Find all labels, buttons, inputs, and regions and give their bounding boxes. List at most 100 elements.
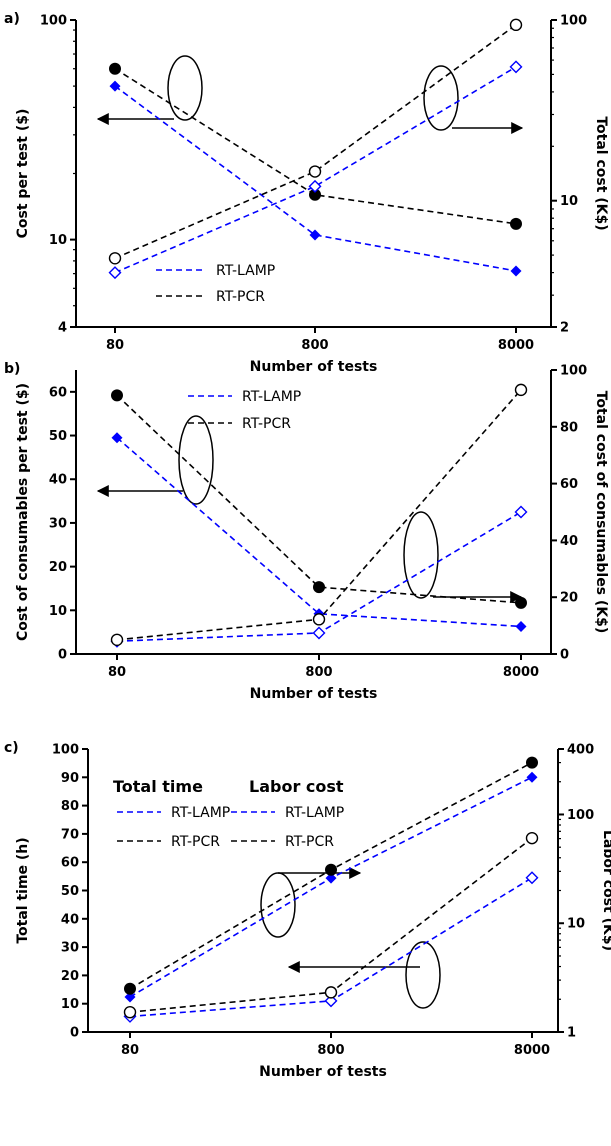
x-tick-label: 80 <box>108 665 126 680</box>
data-point <box>324 994 338 1008</box>
data-point <box>312 626 326 640</box>
x-axis-title: Number of tests <box>259 1064 387 1080</box>
data-point <box>308 179 322 193</box>
y-right-tick-label: 80 <box>560 420 578 435</box>
data-point <box>325 863 337 876</box>
panel-label: c) <box>4 740 19 756</box>
legend-group-title: Total time <box>113 777 203 796</box>
data-point <box>510 265 522 277</box>
data-point <box>109 62 121 75</box>
series-line <box>114 66 517 274</box>
y-left-tick-label: 100 <box>40 14 67 29</box>
x-tick-label: 8000 <box>503 665 539 680</box>
y-left-tick-label: 40 <box>49 473 67 488</box>
y-left-tick-label: 60 <box>61 856 79 871</box>
y-right-tick-label: 0 <box>560 648 569 663</box>
legend-label: RT-LAMP <box>242 389 301 405</box>
y-right-axis-title: Total cost (K$) <box>593 116 609 230</box>
series-line <box>116 437 522 628</box>
y-left-tick-label: 10 <box>49 233 67 248</box>
data-point <box>109 80 121 92</box>
data-point <box>509 60 523 74</box>
y-left-tick-label: 70 <box>61 827 79 842</box>
data-point <box>111 432 123 444</box>
series-line <box>116 394 522 604</box>
annotation-ellipse <box>178 415 214 505</box>
y-right-tick-label: 60 <box>560 477 578 492</box>
data-point <box>526 771 538 783</box>
legend: RT-LAMP RT-PCR <box>156 263 275 305</box>
legend-label: RT-PCR <box>285 834 334 850</box>
chart-panel: b) 0 10 20 30 40 50 60 0 20 40 60 80 100 80 800 8000 Numb… <box>4 361 609 702</box>
data-point <box>525 831 539 845</box>
y-right-tick-label: 10 <box>560 194 578 209</box>
y-left-tick-label: 80 <box>61 799 79 814</box>
y-left-tick-label: 20 <box>49 560 67 575</box>
legend-label: RT-LAMP <box>171 805 230 821</box>
y-left-axis-title: Cost of consumables per test ($) <box>15 383 31 641</box>
data-point <box>308 165 322 178</box>
y-right-tick-label: 400 <box>567 743 594 758</box>
x-tick-label: 80 <box>106 338 124 353</box>
annotation-ellipse <box>405 941 441 1009</box>
series-line <box>116 389 522 641</box>
data-point <box>124 991 136 1003</box>
y-right-tick-label: 100 <box>560 364 587 379</box>
data-point <box>515 620 527 632</box>
y-left-tick-label: 90 <box>61 771 79 786</box>
panel-label: a) <box>4 11 20 27</box>
data-point <box>312 613 326 626</box>
legend-group-title: Labor cost <box>249 777 344 796</box>
y-left-tick-label: 0 <box>70 1026 79 1041</box>
y-left-tick-label: 50 <box>49 429 67 444</box>
y-right-tick-label: 100 <box>560 14 587 29</box>
y-right-tick-label: 20 <box>560 591 578 606</box>
y-right-tick-label: 100 <box>567 808 594 823</box>
data-point <box>525 871 539 885</box>
annotation-ellipse <box>403 511 439 599</box>
y-left-tick-label: 60 <box>49 385 67 400</box>
annotation-ellipse <box>423 65 459 131</box>
y-left-tick-label: 4 <box>58 321 67 336</box>
data-point <box>110 633 124 646</box>
data-point <box>526 756 538 769</box>
y-left-tick-label: 50 <box>61 884 79 899</box>
legend-label: RT-LAMP <box>285 805 344 821</box>
chart-panel: a) 4 10 100 2 10 100 80 800 8000 Number of tests Co… <box>4 11 609 375</box>
series-line <box>114 85 517 272</box>
legend-label: RT-LAMP <box>216 263 275 279</box>
x-tick-label: 800 <box>317 1043 344 1058</box>
y-left-axis-title: Cost per test ($) <box>15 109 31 239</box>
data-point <box>123 1005 137 1019</box>
x-axis-title: Number of tests <box>250 686 378 702</box>
series-line <box>114 68 517 225</box>
data-point <box>514 383 528 397</box>
data-point <box>509 18 523 32</box>
data-point <box>111 389 123 402</box>
legend: Total time RT-LAMP RT-PCR Labor cost RT-LAMP… <box>113 777 344 850</box>
annotation-ellipse <box>167 55 203 121</box>
x-tick-label: 8000 <box>498 338 534 353</box>
y-left-tick-label: 10 <box>49 604 67 619</box>
y-right-tick-label: 1 <box>567 1026 576 1041</box>
data-point <box>108 266 122 280</box>
legend: RT-LAMP RT-PCR <box>188 389 301 432</box>
data-point <box>324 986 338 999</box>
data-point <box>514 505 528 519</box>
y-left-tick-label: 40 <box>61 912 79 927</box>
y-right-axis-title: Labor cost (K$) <box>600 830 611 951</box>
annotation-ellipse <box>260 872 296 938</box>
y-right-tick-label: 2 <box>560 321 569 336</box>
y-right-axis-title: Total cost of consumables (K$) <box>593 391 609 634</box>
x-tick-label: 800 <box>305 665 332 680</box>
x-tick-label: 800 <box>301 338 328 353</box>
y-left-axis-title: Total time (h) <box>15 837 31 943</box>
data-point <box>108 252 122 265</box>
y-left-tick-label: 20 <box>61 969 79 984</box>
data-point <box>325 872 337 884</box>
panel-label: b) <box>4 361 20 377</box>
y-left-tick-label: 100 <box>52 743 79 758</box>
y-left-tick-label: 30 <box>61 941 79 956</box>
